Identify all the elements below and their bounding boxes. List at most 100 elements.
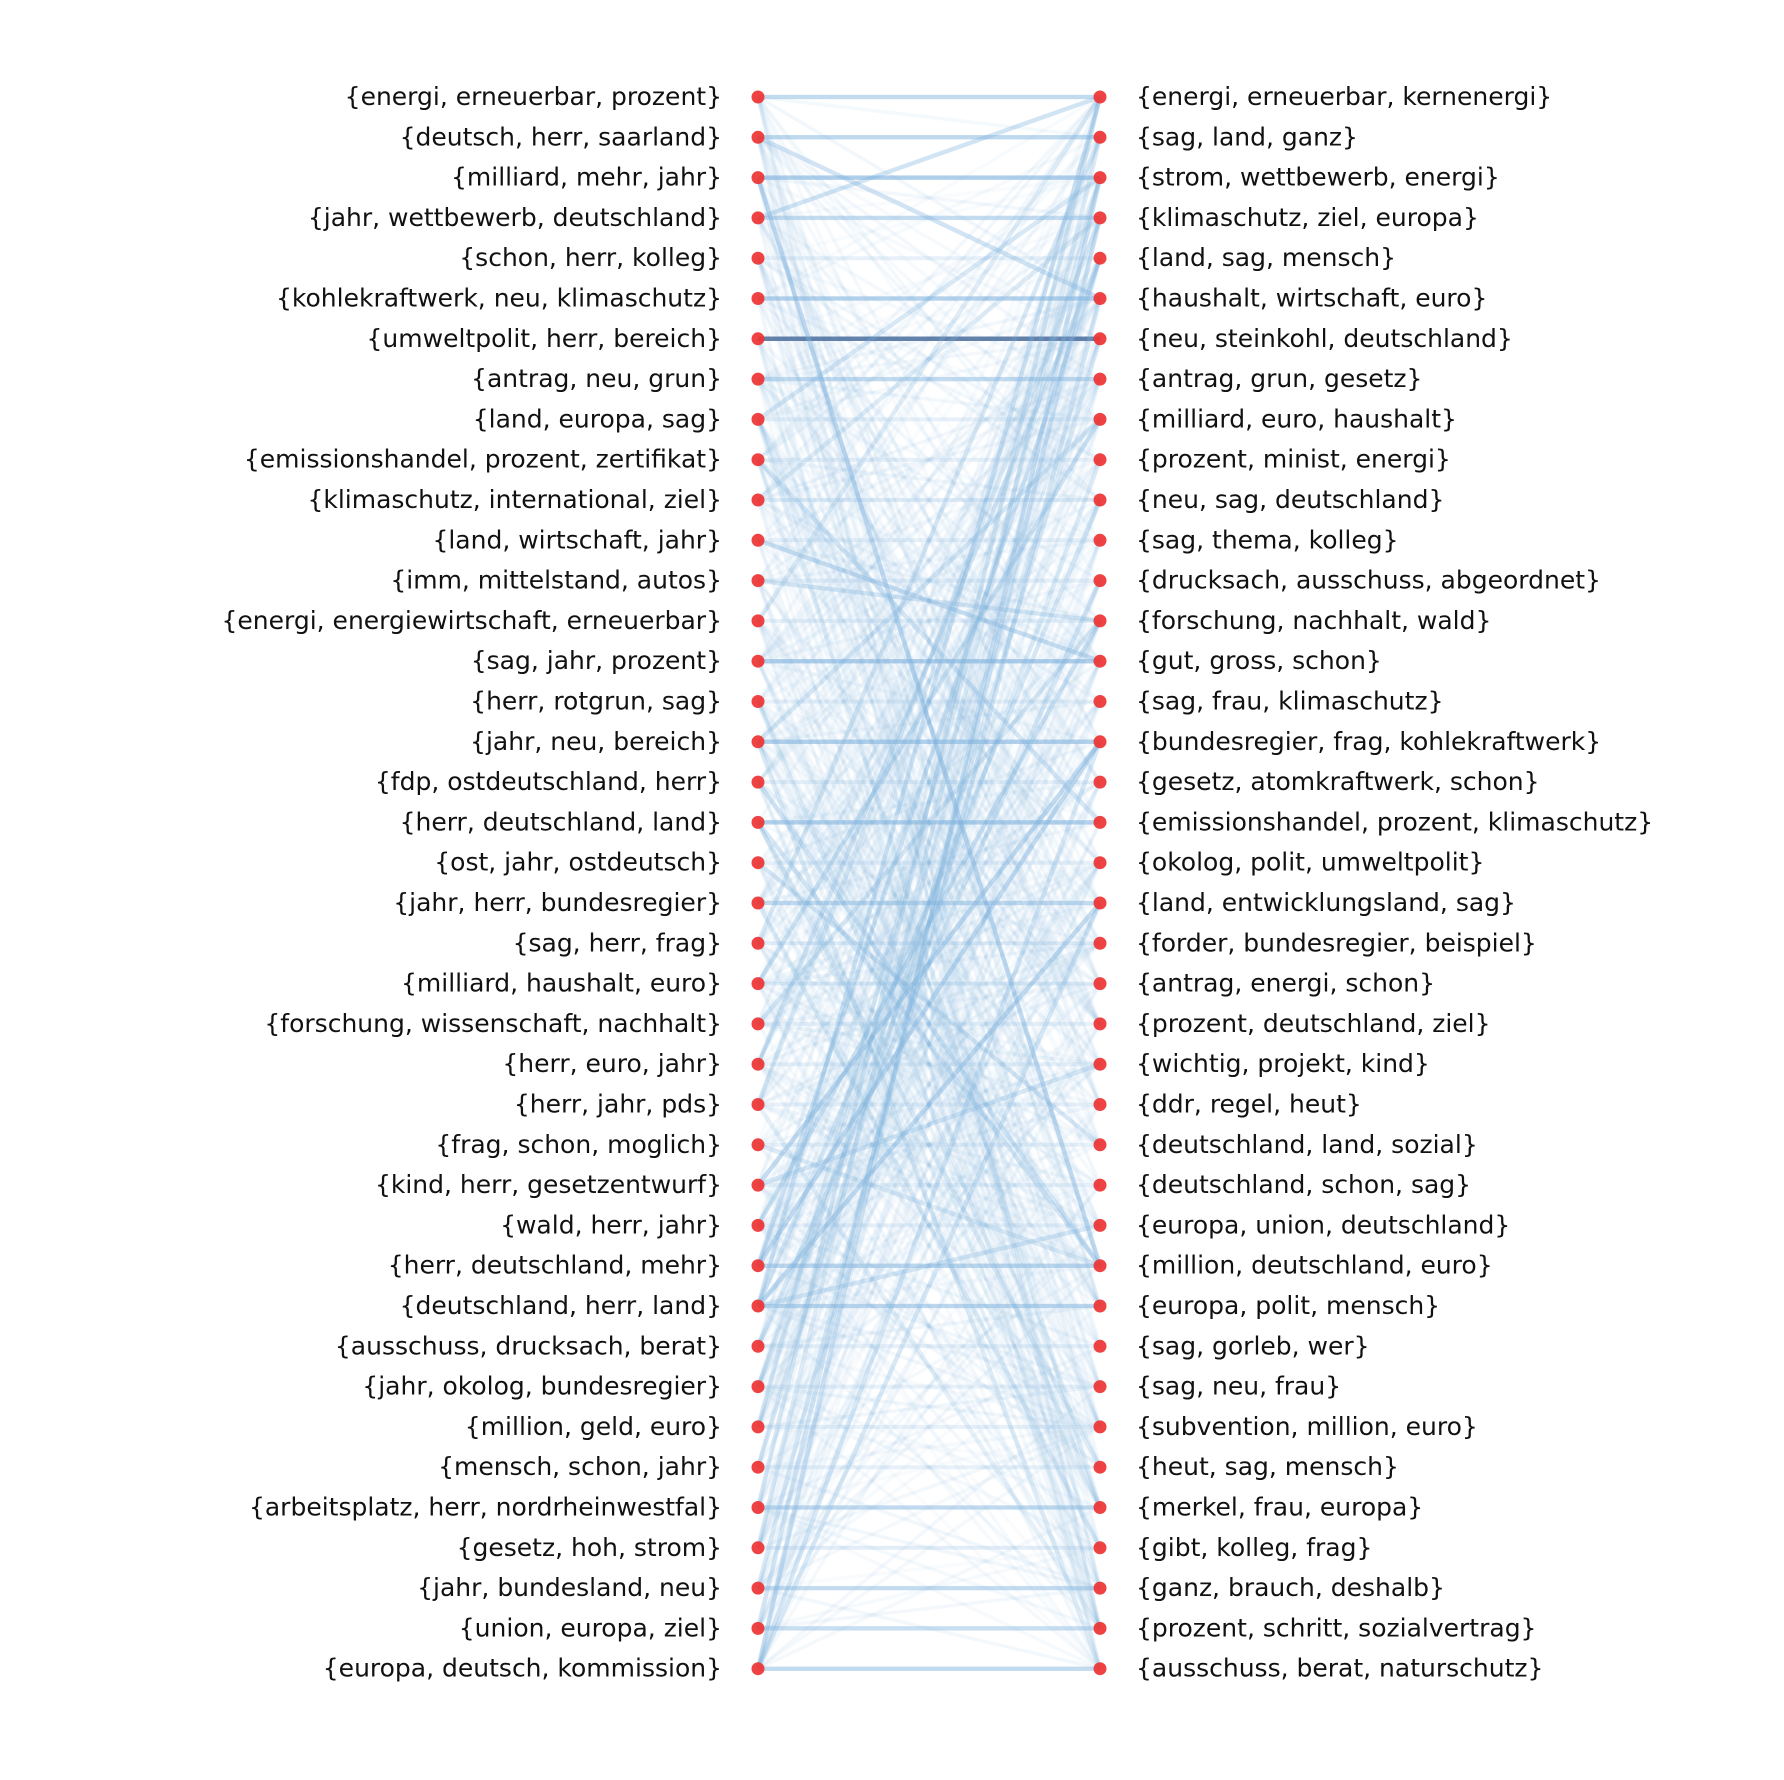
link-line	[756, 176, 1102, 462]
right-topic-node	[1093, 332, 1107, 346]
right-topic-label: {gibt, kolleg, frag}	[1136, 1533, 1372, 1562]
link-line	[756, 1224, 1102, 1550]
link-line	[756, 1023, 1102, 1630]
right-topic-label: {sag, gorleb, wer}	[1136, 1331, 1370, 1360]
link-line	[757, 981, 1101, 1107]
link-line	[756, 862, 1102, 1670]
link-line	[757, 175, 1101, 220]
right-topic-label: {neu, sag, deutschland}	[1136, 485, 1444, 514]
link-line	[756, 498, 1102, 864]
link-line	[756, 1184, 1102, 1670]
right-topic-nodes	[1093, 90, 1107, 1676]
link-line	[756, 216, 1102, 743]
link-line	[757, 175, 1101, 260]
link-line	[756, 700, 1102, 1630]
link-line	[756, 1304, 1102, 1630]
right-topic-node	[1093, 936, 1107, 950]
link-line	[756, 982, 1102, 1509]
link-line	[757, 256, 1101, 381]
link-line	[756, 136, 1102, 502]
link-line	[756, 982, 1102, 1348]
link-line	[757, 1263, 1101, 1308]
link-line	[756, 861, 1102, 1308]
link-line	[756, 257, 1102, 1267]
left-topic-node	[751, 453, 765, 467]
left-topic-label: {forschung, wissenschaft, nachhalt}	[264, 1009, 722, 1038]
link-line	[756, 378, 1102, 1227]
right-topic-label: {europa, union, deutschland}	[1136, 1210, 1510, 1239]
link-line	[757, 256, 1101, 381]
link-line	[757, 1062, 1101, 1227]
link-line	[757, 1505, 1101, 1671]
link-line	[757, 1022, 1101, 1147]
link-line	[756, 539, 1102, 1428]
link-line	[756, 96, 1102, 1589]
right-topic-label: {deutschland, schon, sag}	[1136, 1170, 1471, 1199]
strong-link-line	[755, 177, 1103, 1670]
link-line	[756, 499, 1102, 1025]
link-line	[756, 378, 1102, 1347]
link-line	[757, 982, 1101, 1187]
link-line	[756, 96, 1102, 1146]
left-topic-label: {europa, deutsch, kommission}	[323, 1654, 722, 1683]
link-line	[756, 177, 1102, 1629]
left-topic-node	[751, 1501, 765, 1514]
link-line	[757, 538, 1101, 663]
link-line	[756, 217, 1102, 1065]
link-line	[756, 499, 1102, 1025]
link-line	[757, 1183, 1101, 1389]
link-line	[757, 1425, 1101, 1469]
link-line	[757, 1465, 1101, 1590]
link-line	[756, 942, 1102, 1509]
right-topic-label: {wichtig, projekt, kind}	[1136, 1049, 1430, 1078]
link-line	[756, 1063, 1102, 1590]
link-line	[756, 740, 1102, 1106]
link-line	[757, 699, 1101, 825]
link-line	[756, 700, 1102, 1348]
link-line	[756, 619, 1102, 985]
link-line	[756, 378, 1102, 1025]
link-line	[756, 459, 1102, 1428]
link-line	[757, 861, 1101, 1026]
link-line	[756, 176, 1102, 1025]
link-line	[757, 458, 1101, 663]
link-line	[756, 216, 1102, 623]
link-line	[756, 95, 1102, 461]
link-line	[756, 297, 1102, 904]
right-topic-label: {ddr, regel, heut}	[1136, 1090, 1362, 1119]
link-line	[756, 861, 1102, 1348]
link-line	[756, 1425, 1102, 1671]
right-topic-node	[1093, 775, 1107, 789]
link-line	[756, 780, 1102, 1106]
link-line	[757, 538, 1101, 623]
link-line	[756, 700, 1102, 1428]
link-line	[756, 619, 1102, 905]
link-line	[756, 297, 1102, 985]
link-line	[756, 176, 1102, 703]
left-topic-label: {milliard, haushalt, euro}	[401, 969, 722, 998]
link-line	[757, 901, 1101, 986]
link-line	[756, 177, 1102, 1549]
right-topic-label: {sag, neu, frau}	[1136, 1372, 1341, 1401]
link-line	[756, 700, 1102, 1468]
link-line	[756, 418, 1102, 784]
link-line	[756, 298, 1102, 1670]
link-line	[756, 257, 1102, 1388]
left-topic-node	[751, 332, 765, 346]
link-line	[756, 660, 1102, 1307]
left-topic-label: {herr, jahr, pds}	[514, 1090, 722, 1119]
link-line	[756, 257, 1102, 1025]
link-line	[756, 217, 1102, 1065]
left-topic-label: {gesetz, hoh, strom}	[457, 1533, 722, 1562]
link-line	[756, 378, 1102, 1468]
link-line	[756, 418, 1102, 1267]
left-topic-label: {klimaschutz, international, ziel}	[307, 485, 722, 514]
right-topic-node	[1093, 735, 1107, 749]
strong-link-line	[755, 96, 1103, 1509]
topic-links	[755, 94, 1103, 1671]
right-topic-node	[1093, 130, 1107, 144]
link-line	[756, 1062, 1102, 1388]
link-line	[756, 136, 1102, 743]
link-line	[756, 136, 1102, 622]
right-topic-label: {strom, wettbewerb, energi}	[1136, 163, 1500, 192]
